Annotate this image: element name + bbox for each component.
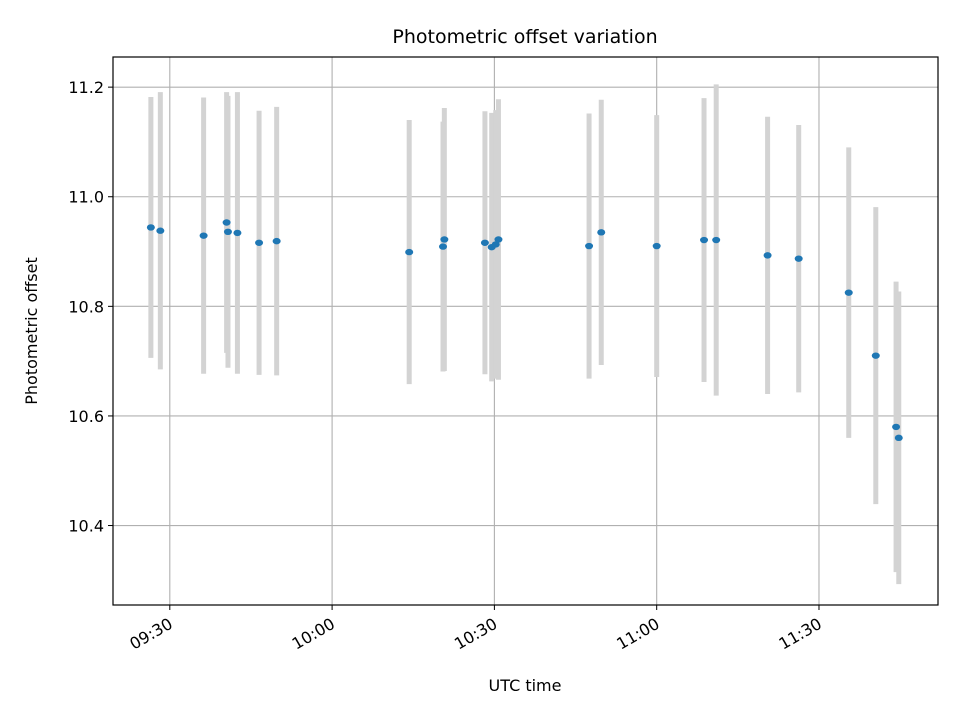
data-points: [146, 219, 903, 442]
x-axis-label: UTC time: [489, 676, 562, 695]
y-tick-label: 10.6: [68, 407, 104, 426]
data-point: [763, 252, 772, 259]
chart-title: Photometric offset variation: [392, 26, 657, 48]
data-point: [844, 289, 853, 296]
data-point: [585, 242, 594, 250]
data-point: [494, 236, 503, 243]
data-point: [156, 227, 165, 234]
data-point: [146, 224, 155, 231]
data-point: [222, 219, 231, 226]
data-point: [405, 248, 414, 256]
data-point: [223, 228, 232, 236]
data-point: [439, 243, 447, 250]
data-point: [712, 236, 721, 244]
data-point: [794, 255, 803, 262]
data-point: [440, 236, 449, 243]
data-point: [272, 237, 281, 245]
data-point: [491, 241, 500, 248]
data-point: [597, 229, 606, 236]
data-point: [894, 434, 903, 442]
y-tick-label: 10.4: [68, 517, 104, 536]
data-point: [871, 352, 880, 359]
data-point: [255, 239, 264, 246]
y-tick-label: 11.0: [68, 188, 104, 207]
y-axis-ticks: 10.4 10.6 10.8 11.0 11.2: [68, 78, 113, 536]
plot-frame: [112, 56, 939, 606]
y-tick-label: 11.2: [68, 78, 104, 97]
y-axis-label: Photometric offset: [22, 257, 41, 405]
data-point: [652, 242, 661, 250]
data-point: [233, 229, 242, 237]
data-point: [892, 423, 901, 431]
data-point: [480, 239, 489, 246]
data-point: [700, 236, 709, 244]
y-tick-label: 10.8: [68, 297, 104, 316]
data-point: [199, 232, 208, 239]
